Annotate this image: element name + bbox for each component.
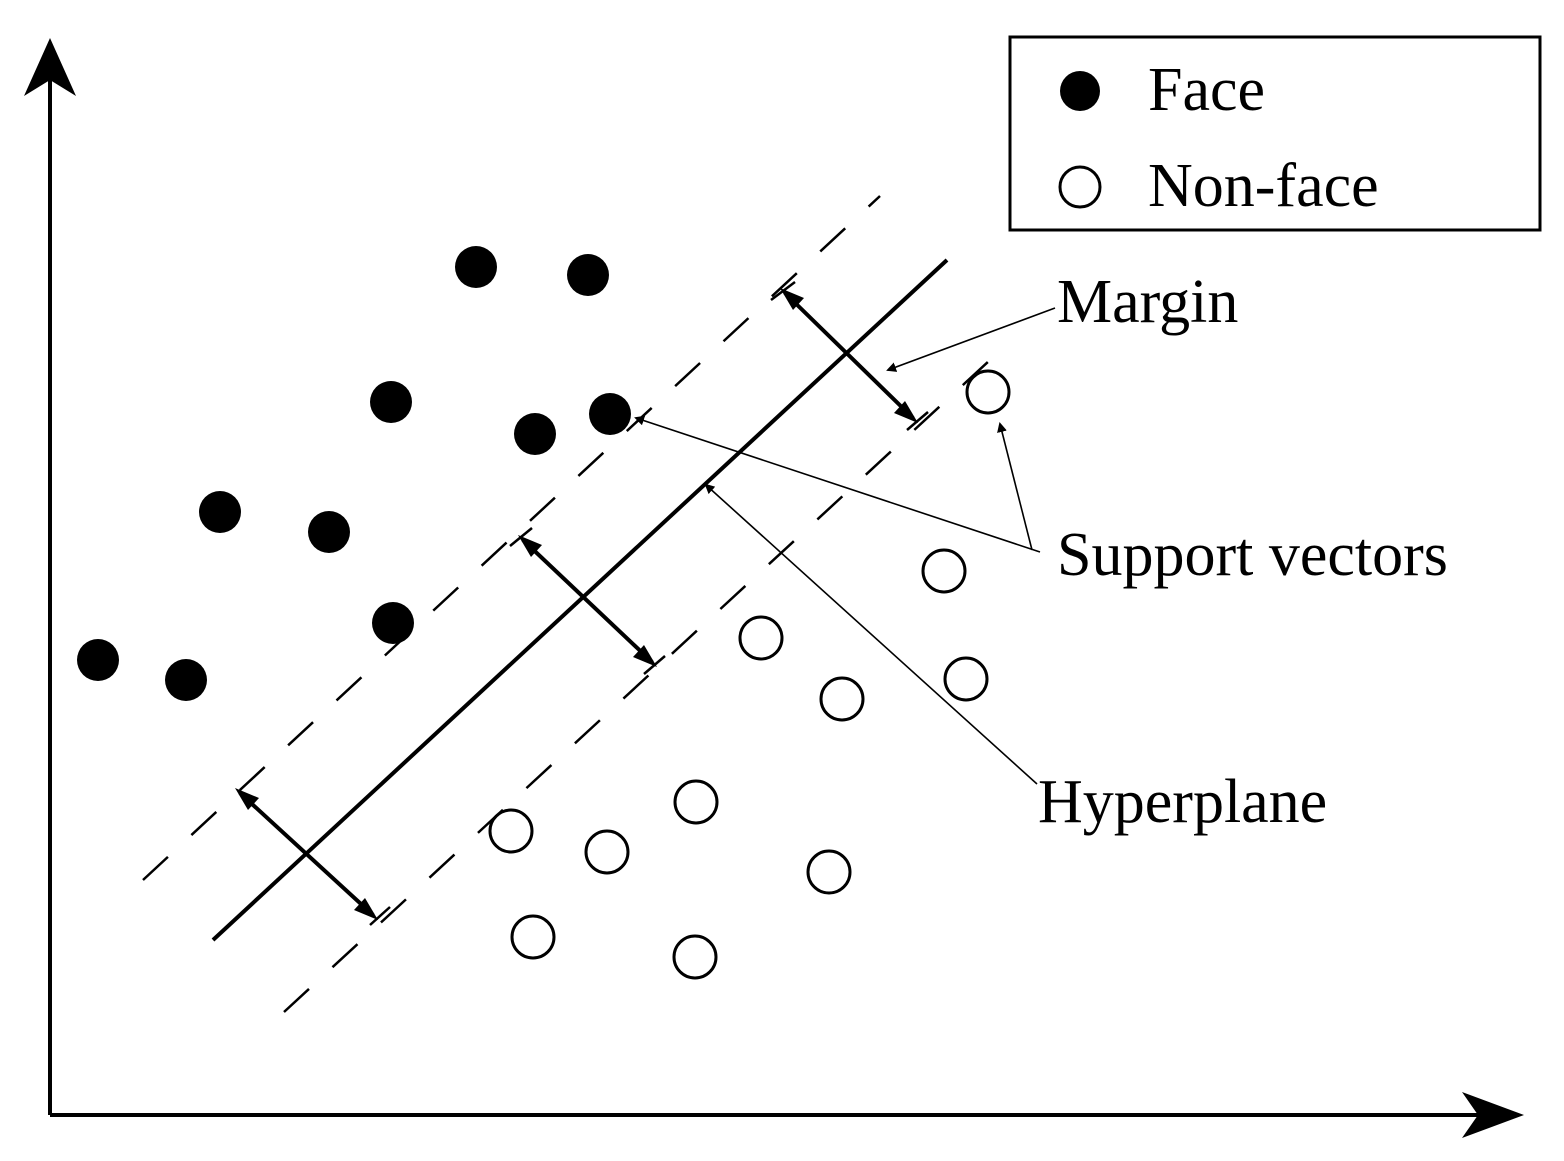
face-point [77,639,119,681]
margin-arrow-bottom [235,788,391,926]
face-point [372,602,414,644]
nonface-point [510,914,556,960]
nonface-point-support-vector [965,369,1011,415]
margin-arrow-top [770,281,929,431]
labels: Margin Support vectors Hyperplane [1038,268,1448,836]
margin-boundaries [142,195,991,1013]
margin-leader [886,307,1056,372]
face-point [567,254,609,296]
nonface-point [819,676,865,722]
face-point [514,413,556,455]
x-axis-arrowhead [1462,1092,1524,1138]
margin-arrows [235,281,929,926]
support-vector-leader-face [634,415,1041,553]
margin-label: Margin [1057,268,1238,336]
y-axis-arrowhead [24,38,76,96]
nonface-point [738,615,784,661]
face-points [77,246,631,701]
nonface-point [584,829,630,875]
nonface-points [488,369,1011,980]
legend-nonface-label: Non-face [1148,152,1379,220]
nonface-point [806,849,852,895]
legend-face-label: Face [1148,56,1265,124]
hyperplane-line [211,258,949,942]
axes [24,38,1524,1138]
hyperplane-label: Hyperplane [1038,768,1327,836]
face-point [308,511,350,553]
support-vector-leader-nonface [997,422,1033,551]
nonface-point [673,779,719,825]
legend: Face Non-face [1008,35,1542,232]
legend-face-marker [1060,71,1100,111]
support-vectors-label: Support vectors [1057,521,1448,589]
face-point [165,659,207,701]
annotation-leaders [634,307,1056,785]
legend-nonface-marker [1058,165,1102,209]
nonface-point [921,548,967,594]
nonface-point [672,934,718,980]
face-point [370,381,412,423]
margin-arrow-middle [509,527,666,675]
face-point [455,246,497,288]
upper-margin-line [142,195,881,881]
hyperplane-leader [704,483,1038,785]
face-point [199,491,241,533]
nonface-point [943,656,989,702]
lower-margin-line [283,359,991,1013]
face-point-support-vector [589,393,631,435]
nonface-point [488,808,534,854]
